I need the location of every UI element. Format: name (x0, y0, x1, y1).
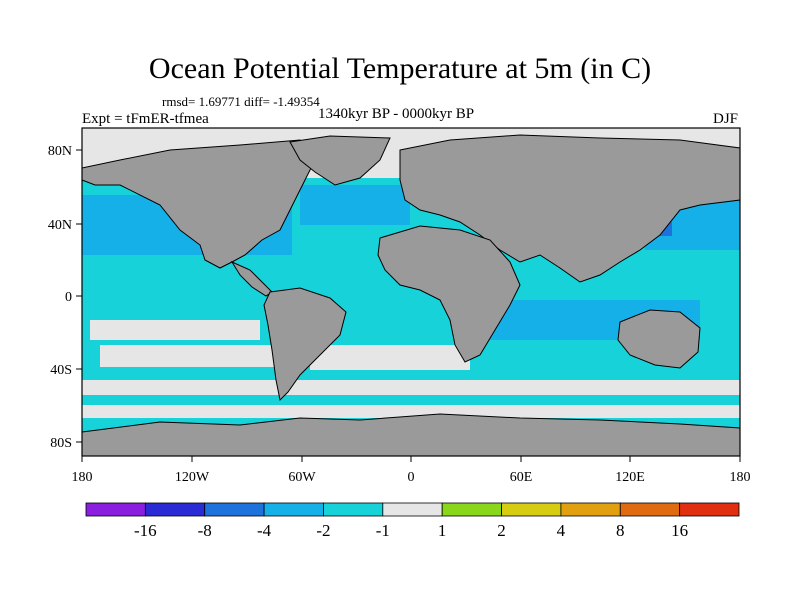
land-layer (81, 134, 741, 457)
lat-tick-label: 80N (48, 144, 72, 159)
colorbar: -16 -8 -4 -2 -1 1 2 4 8 16 (85, 502, 740, 540)
longitude-axis: 180 120W 60W 0 60E 120E 180 (72, 456, 751, 485)
south-america-land (263, 287, 347, 402)
colorbar-label: -16 (134, 521, 157, 540)
colorbar-label: 16 (671, 521, 688, 540)
lat-tick-label: 40N (48, 218, 72, 233)
colorbar-swatch (382, 502, 443, 517)
colorbar-label: -4 (257, 521, 272, 540)
lon-tick-label: 120W (175, 470, 210, 485)
lon-tick-label: 120E (615, 470, 645, 485)
africa-land (377, 225, 521, 363)
eurasia-land (399, 134, 741, 283)
south-atlantic-near-zero-band (310, 345, 470, 370)
colorbar-swatch (501, 502, 562, 517)
lon-tick-label: 0 (408, 470, 415, 485)
colorbar-label: -1 (376, 521, 390, 540)
lat-tick-label: 40S (50, 363, 72, 378)
colorbar-swatch (204, 502, 265, 517)
colorbar-label: 4 (557, 521, 566, 540)
colorbar-swatch (85, 502, 146, 517)
colorbar-label: 8 (616, 521, 625, 540)
lon-tick-label: 180 (730, 470, 751, 485)
colorbar-swatch (679, 502, 740, 517)
colorbar-label: 1 (438, 521, 447, 540)
lat-tick-label: 0 (65, 290, 72, 305)
colorbar-swatch (263, 502, 324, 517)
colorbar-label: -8 (198, 521, 212, 540)
lon-tick-label: 60E (510, 470, 533, 485)
east-pacific-near-zero-patch (90, 320, 260, 340)
lon-tick-label: 180 (72, 470, 93, 485)
experiment-label: Expt = tFmER-tfmea (82, 111, 209, 127)
season-label: DJF (713, 111, 739, 127)
colorbar-swatch (560, 502, 621, 517)
latitude-axis: 80N 40N 0 40S 80S (48, 144, 82, 451)
colorbar-label: 2 (497, 521, 506, 540)
australia-land (617, 309, 701, 369)
north-america-land (81, 139, 321, 269)
lon-tick-label: 60W (288, 470, 316, 485)
period-label: 1340kyr BP - 0000kyr BP (318, 106, 475, 122)
stats-text: rmsd= 1.69771 diff= -1.49354 (162, 94, 320, 109)
chart-title: Ocean Potential Temperature at 5m (in C) (148, 52, 652, 85)
colorbar-swatch (619, 502, 681, 517)
colorbar-swatch (144, 502, 206, 517)
colorbar-swatch (323, 502, 384, 517)
north-atlantic-blue-band (300, 185, 410, 225)
colorbar-swatch (441, 502, 502, 517)
colorbar-label: -2 (316, 521, 330, 540)
greenland-land (289, 135, 391, 186)
south-pacific-near-zero-band (100, 345, 300, 367)
lat-tick-label: 80S (50, 436, 72, 451)
southern-ocean-cyan-strip (82, 395, 740, 405)
